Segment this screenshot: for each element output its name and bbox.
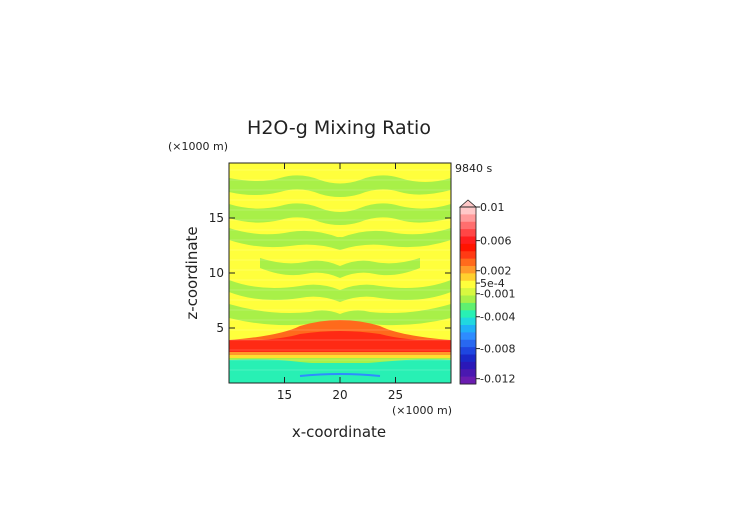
y-tick-label: 5 bbox=[216, 321, 224, 335]
x-unit-label: (×1000 m) bbox=[392, 404, 452, 417]
colorbar-label: 5e-4 bbox=[480, 277, 505, 290]
colorbar-extend-triangle bbox=[458, 199, 478, 208]
colorbar-swatch bbox=[460, 214, 476, 223]
colorbar-swatch bbox=[460, 361, 476, 370]
colorbar-swatch bbox=[460, 266, 476, 274]
y-tick-label: 15 bbox=[209, 211, 224, 225]
colorbar-swatch bbox=[460, 207, 476, 215]
x-tick-label: 15 bbox=[277, 388, 292, 402]
colorbar-swatch bbox=[460, 236, 476, 245]
y-tick-label: 10 bbox=[209, 266, 224, 280]
chart-title: H2O-g Mixing Ratio bbox=[247, 117, 431, 139]
y-axis-label: z-coordinate bbox=[183, 226, 201, 319]
colorbar-swatch bbox=[460, 317, 476, 326]
time-label: 9840 s bbox=[455, 162, 492, 175]
colorbar-label: 0.01 bbox=[480, 201, 505, 214]
colorbar-swatch bbox=[460, 354, 476, 363]
colorbar-label: 0.002 bbox=[480, 265, 512, 278]
colorbar-swatch bbox=[460, 229, 476, 237]
x-tick-label: 20 bbox=[332, 388, 347, 402]
x-axis-label: x-coordinate bbox=[292, 423, 386, 441]
x-ticks: 15 20 25 bbox=[277, 163, 403, 402]
colorbar-swatch bbox=[460, 310, 476, 319]
colorbar-swatch bbox=[460, 251, 476, 260]
colorbar-swatch bbox=[460, 347, 476, 355]
colorbar-label: -0.004 bbox=[480, 311, 515, 324]
colorbar bbox=[458, 199, 478, 385]
colorbar-swatch bbox=[460, 288, 476, 296]
colorbar-frame bbox=[459, 206, 477, 385]
colorbar-swatch bbox=[460, 221, 476, 230]
colorbar-label: -0.008 bbox=[480, 343, 515, 356]
contour-field bbox=[229, 163, 451, 383]
colorbar-swatch bbox=[460, 258, 476, 267]
colorbar-swatch bbox=[460, 295, 476, 304]
colorbar-swatch bbox=[460, 325, 476, 333]
colorbar-label: 0.006 bbox=[480, 235, 512, 248]
colorbar-swatch bbox=[460, 302, 476, 311]
y-ticks: 5 10 15 bbox=[209, 211, 451, 335]
x-tick-label: 25 bbox=[388, 388, 403, 402]
colorbar-swatch bbox=[460, 273, 476, 282]
colorbar-label: -0.012 bbox=[480, 373, 515, 386]
colorbar-swatch bbox=[460, 376, 476, 385]
y-unit-label: (×1000 m) bbox=[168, 140, 228, 153]
colorbar-swatch bbox=[460, 369, 476, 378]
colorbar-label: -0.001 bbox=[480, 288, 515, 301]
colorbar-swatch bbox=[460, 280, 476, 289]
colorbar-swatch bbox=[460, 332, 476, 341]
colorbar-swatch bbox=[460, 243, 476, 252]
colorbar-swatch bbox=[460, 339, 476, 348]
